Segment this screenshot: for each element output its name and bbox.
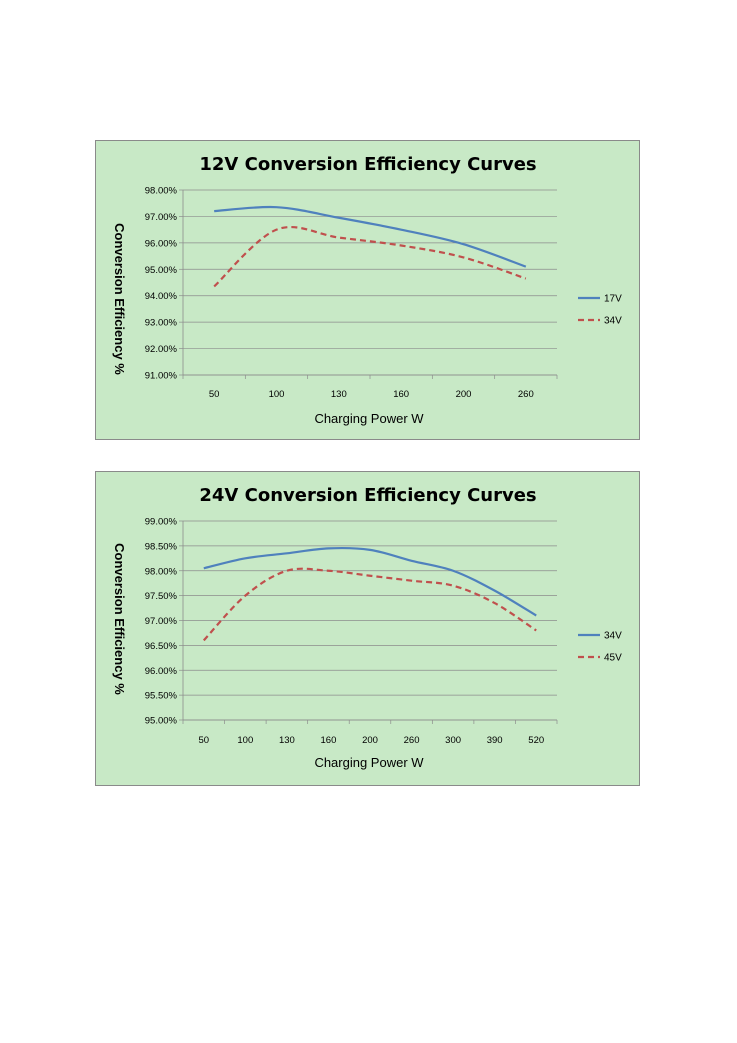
legend-label: 34V [604,316,622,327]
y-axis-label: Conversion Efficiency % [112,543,127,695]
chart-24v-panel: 24V Conversion Efficiency Curves 95.00% 9… [95,471,640,786]
series-line-34V [203,546,537,617]
series-line-17V [214,205,527,268]
x-tick-label: 100 [237,735,253,746]
x-axis-label: Charging Power W [314,755,424,770]
x-tick-label: 260 [518,389,534,400]
y-tick-label: 96.00% [145,666,178,677]
y-tick-label: 92.00% [145,344,178,355]
x-tick-label: 130 [279,735,295,746]
series-line-34V [213,225,527,288]
series-line-45V [202,567,537,642]
y-tick-label: 95.00% [145,716,178,727]
chart-title: 24V Conversion Efficiency Curves [199,485,536,506]
x-tick-label: 50 [198,735,209,746]
y-tick-label: 95.50% [145,691,178,702]
chart-12v-panel: 12V Conversion Efficiency Curves 91.00% 9… [95,140,640,440]
y-tick-label: 94.00% [145,291,178,302]
legend-label: 34V [604,631,622,642]
x-tick-label: 200 [456,389,472,400]
legend-label: 45V [604,653,622,664]
x-tick-label: 300 [445,735,461,746]
chart-12v-svg: 12V Conversion Efficiency Curves 91.00% 9… [112,154,622,426]
x-tick-label: 160 [321,735,337,746]
chart-title: 12V Conversion Efficiency Curves [199,154,536,175]
y-tick-label: 99.00% [145,517,178,528]
x-tick-label: 100 [269,389,285,400]
y-tick-label: 97.00% [145,212,178,223]
y-tick-label: 96.00% [145,238,178,249]
y-tick-label: 98.00% [145,186,178,197]
y-tick-label: 97.50% [145,591,178,602]
x-tick-label: 130 [331,389,347,400]
y-tick-label: 98.50% [145,541,178,552]
x-tick-label: 520 [528,735,544,746]
y-tick-label: 98.00% [145,566,178,577]
legend-label: 17V [604,294,622,305]
x-tick-label: 50 [209,389,220,400]
y-tick-label: 91.00% [145,371,178,382]
chart-24v-svg: 24V Conversion Efficiency Curves 95.00% 9… [112,485,622,770]
x-tick-label: 390 [487,735,503,746]
y-tick-label: 95.00% [145,265,178,276]
x-axis-label: Charging Power W [314,411,424,426]
y-tick-label: 93.00% [145,318,178,329]
y-tick-label: 96.50% [145,641,178,652]
x-tick-label: 160 [393,389,409,400]
y-tick-label: 97.00% [145,616,178,627]
x-tick-label: 260 [404,735,420,746]
y-axis-label: Conversion Efficiency % [112,223,127,375]
x-tick-label: 200 [362,735,378,746]
